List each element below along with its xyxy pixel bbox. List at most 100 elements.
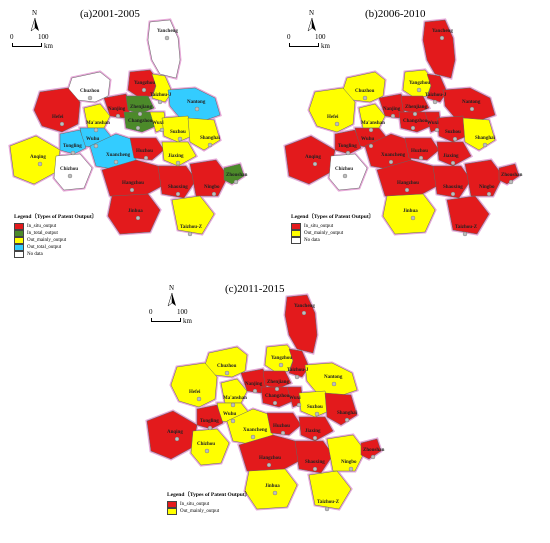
- city-marker-shanghai: [482, 142, 488, 148]
- city-label-nanjing: Nanjing: [245, 382, 263, 387]
- legend-label: In_situ_output: [180, 502, 210, 507]
- city-label-zhenjiang: Zhenjiang: [405, 105, 427, 110]
- region-huzhou: [266, 412, 302, 436]
- region-anqing: [9, 135, 61, 185]
- city-label-chizhou: Chizhou: [60, 167, 78, 172]
- city-marker-hangzhou: [266, 462, 272, 468]
- legend-item: No data: [14, 251, 97, 258]
- city-label-shanghai: Shanghai: [200, 136, 221, 141]
- region-zhoushan: [360, 438, 382, 460]
- region-nantong: [167, 87, 221, 123]
- city-marker-changzhou: [272, 400, 278, 406]
- legend-swatch: [14, 237, 24, 244]
- region-map-b: Yancheng Chuzhou Yangzhou Taizhou-J Nantong H…: [283, 18, 523, 237]
- city-label-jinhua: Jinhua: [128, 209, 143, 214]
- city-marker-xuancheng: [250, 434, 256, 440]
- legend-item: Out_total_output: [14, 244, 97, 251]
- city-marker-nantong: [469, 106, 475, 112]
- city-label-jiaxing: Jiaxing: [305, 429, 321, 434]
- city-label-changzhou: Changzhou: [265, 394, 290, 399]
- region-ningbo: [326, 434, 366, 472]
- city-marker-hefei: [334, 121, 340, 127]
- city-marker-nanjing: [115, 113, 121, 119]
- region-tongling: [334, 129, 362, 155]
- region-hefei: [308, 87, 356, 133]
- legend-label: Out_mainly_output: [180, 509, 220, 514]
- city-marker-hefei: [59, 121, 65, 127]
- region-chizhou: [190, 428, 230, 466]
- legend-item: Out_mainly_output: [291, 230, 374, 237]
- city-label-chizhou: Chizhou: [335, 167, 353, 172]
- city-label-shaoxing: Shaoxing: [168, 185, 188, 190]
- city-marker-wuxi: [434, 127, 440, 133]
- legend-swatch: [291, 237, 301, 244]
- city-label-wuhu: Wuhu: [223, 412, 236, 417]
- legend-item: No data: [291, 237, 374, 244]
- city-label-xuancheng: Xuancheng: [243, 428, 268, 433]
- city-label-suzhou: Suzhou: [170, 130, 186, 135]
- city-label-yancheng: Yancheng: [432, 29, 453, 34]
- city-marker-wuhu: [368, 143, 374, 149]
- region-ma-anshan: [358, 103, 386, 129]
- city-label-yancheng: Yancheng: [157, 29, 178, 34]
- city-label-huzhou: Huzhou: [136, 149, 153, 154]
- city-marker-chizhou: [67, 173, 73, 179]
- city-marker-ma-anshan: [230, 402, 236, 408]
- region-zhenjiang: [125, 95, 155, 115]
- city-marker-suzhou: [314, 411, 320, 417]
- city-label-ningbo: Ningbo: [204, 185, 220, 190]
- region-zhoushan: [223, 163, 245, 185]
- legend-swatch: [167, 501, 177, 508]
- city-marker-wuhu: [230, 418, 236, 424]
- panel-title: (b)2006-2010: [365, 8, 426, 20]
- region-shaoxing: [432, 165, 472, 199]
- city-label-yangzhou: Yangzhou: [409, 81, 430, 86]
- city-marker-hangzhou: [404, 187, 410, 193]
- city-marker-zhoushan: [370, 454, 376, 460]
- city-label-taizhou-z: Taizhou-Z: [317, 500, 340, 505]
- legend-item: In_situ_output: [291, 223, 374, 230]
- city-marker-jinhua: [135, 215, 141, 221]
- city-marker-huzhou: [280, 430, 286, 436]
- region-chizhou: [328, 153, 368, 191]
- legend-swatch: [14, 251, 24, 258]
- region-tongling: [59, 129, 87, 155]
- city-label-zhoushan: Zhoushan: [363, 448, 385, 453]
- city-marker-nantong: [331, 381, 337, 387]
- legend-item: Out_mainly_output: [14, 237, 97, 244]
- city-marker-ma-anshan: [93, 127, 99, 133]
- city-marker-shaoxing: [450, 191, 456, 197]
- city-label-shaoxing: Shaoxing: [305, 460, 325, 465]
- city-label-nanjing: Nanjing: [383, 107, 401, 112]
- region-nantong: [304, 362, 358, 398]
- city-label-tongling: Tongling: [63, 144, 82, 149]
- city-marker-zhenjiang: [137, 111, 143, 117]
- legend-swatch: [291, 223, 301, 230]
- legend-swatch: [14, 244, 24, 251]
- city-marker-anqing: [37, 161, 43, 167]
- city-label-nanjing: Nanjing: [108, 107, 126, 112]
- city-label-wuhu: Wuhu: [361, 137, 374, 142]
- city-marker-yancheng: [439, 35, 445, 41]
- city-marker-yangzhou: [278, 362, 284, 368]
- city-marker-zhenjiang: [274, 386, 280, 392]
- city-marker-anqing: [312, 161, 318, 167]
- legend-item: In_situ_output: [14, 223, 97, 230]
- city-marker-suzhou: [452, 136, 458, 142]
- city-label-nantong: Nantong: [187, 100, 206, 105]
- city-marker-jiaxing: [312, 435, 318, 441]
- region-taizhou-z: [308, 470, 352, 510]
- city-label-hangzhou: Hangzhou: [259, 456, 281, 461]
- city-label-hangzhou: Hangzhou: [397, 181, 419, 186]
- legend-label: In_total_output: [27, 231, 58, 236]
- legend-c: Legend〔Types of Patent Output〕 In_situ_o…: [167, 490, 250, 515]
- region-jiaxing: [436, 141, 472, 167]
- region-hefei: [33, 87, 81, 133]
- city-marker-taizhou-z: [462, 231, 468, 237]
- city-marker-chuzhou: [87, 95, 93, 101]
- region-yancheng: [422, 19, 456, 79]
- legend-label: Out_total_output: [27, 245, 62, 250]
- city-marker-jiaxing: [175, 160, 181, 166]
- city-label-xuancheng: Xuancheng: [381, 153, 406, 158]
- city-marker-taizhou-j: [294, 374, 300, 380]
